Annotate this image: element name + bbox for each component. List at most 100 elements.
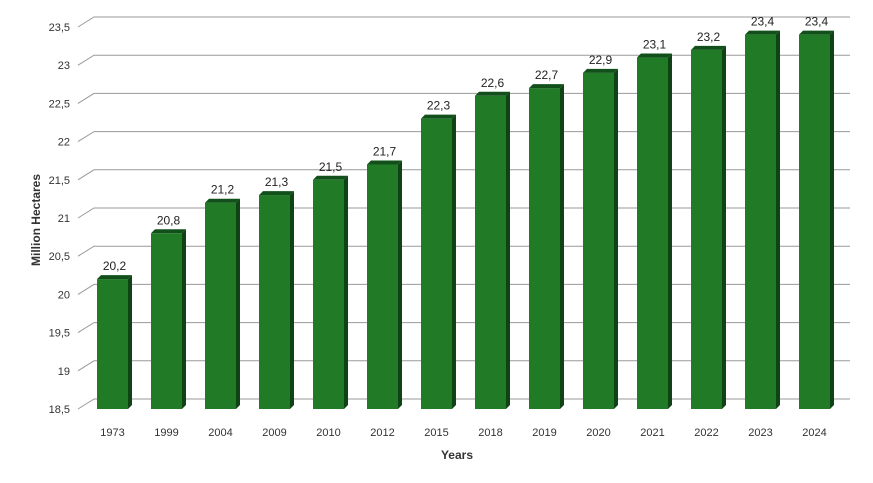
gridline — [77, 169, 850, 181]
data-labels: 20,2 20,8 21,2 21,3 21,5 21,7 22,3 22,6 22,7 22,9… — [103, 15, 829, 273]
gridline — [77, 322, 850, 334]
y-tick-label: 18,5 — [49, 404, 70, 416]
bar-front — [637, 57, 668, 410]
bar-top — [691, 45, 726, 50]
bar-top — [259, 191, 294, 196]
bar-top — [799, 30, 834, 35]
x-tick-label: 2023 — [748, 427, 772, 439]
data-label: 23,4 — [751, 15, 775, 29]
x-tick-label: 2020 — [586, 427, 610, 439]
bar-side — [452, 114, 456, 410]
bar-side — [830, 30, 834, 409]
x-tick-label: 1999 — [154, 427, 178, 439]
y-tick-label: 23,5 — [49, 22, 70, 34]
bar — [529, 84, 564, 410]
data-label: 22,9 — [589, 53, 613, 67]
y-tick-label: 19,5 — [49, 328, 70, 340]
bar — [421, 114, 456, 410]
data-label: 22,6 — [481, 76, 505, 90]
bar — [367, 160, 402, 409]
gridline — [77, 398, 850, 410]
bar — [475, 91, 510, 409]
x-tick-label: 2021 — [640, 427, 664, 439]
bar-front — [691, 49, 722, 410]
y-axis-ticks: 18,5 19 19,5 20 20,5 21 21,5 22 22,5 23 23,5 — [49, 22, 70, 416]
bar-side — [560, 84, 564, 410]
data-label: 21,3 — [265, 175, 289, 189]
y-tick-label: 23 — [58, 60, 70, 72]
data-label: 23,2 — [697, 30, 721, 44]
gridline — [77, 16, 850, 28]
bar-front — [259, 195, 290, 409]
y-tick-label: 21 — [58, 213, 70, 225]
bar-side — [290, 191, 294, 409]
data-label: 22,3 — [427, 99, 451, 113]
x-tick-label: 2015 — [424, 427, 448, 439]
bar-side — [236, 198, 240, 409]
bar — [205, 198, 240, 409]
bar — [151, 229, 186, 409]
y-tick-label: 20 — [58, 289, 70, 301]
x-tick-label: 2024 — [802, 427, 826, 439]
bar-top — [637, 53, 672, 58]
x-tick-label: 2022 — [694, 427, 718, 439]
bar-front — [205, 202, 236, 409]
bar-top — [421, 114, 456, 119]
bar-top — [151, 229, 186, 234]
data-label: 23,1 — [643, 38, 667, 52]
data-label: 21,5 — [319, 160, 343, 174]
y-tick-label: 22 — [58, 137, 70, 149]
bar-top — [475, 91, 510, 96]
bar-front — [583, 72, 614, 409]
x-tick-label: 2010 — [316, 427, 340, 439]
data-label: 20,8 — [157, 213, 181, 227]
gridline — [77, 360, 850, 372]
bar — [691, 45, 726, 410]
bar-side — [722, 45, 726, 410]
bar — [259, 191, 294, 409]
bar-side — [182, 229, 186, 409]
bar-front — [799, 34, 830, 409]
y-tick-label: 21,5 — [49, 175, 70, 187]
bar-side — [344, 175, 348, 409]
bar — [313, 175, 348, 409]
bar-top — [583, 68, 618, 73]
bar — [799, 30, 834, 409]
x-tick-label: 2009 — [262, 427, 286, 439]
gridline — [77, 92, 850, 104]
bar-side — [506, 91, 510, 409]
bar-side — [668, 53, 672, 410]
bar-front — [745, 34, 776, 409]
data-label: 21,7 — [373, 145, 397, 159]
data-label: 21,2 — [211, 183, 235, 197]
x-tick-label: 2004 — [208, 427, 232, 439]
bar-front — [151, 233, 182, 409]
gridline — [77, 283, 850, 295]
bar — [583, 68, 618, 409]
x-tick-label: 2012 — [370, 427, 394, 439]
bar-side — [398, 160, 402, 409]
gridlines — [77, 16, 850, 410]
x-tick-label: 2019 — [532, 427, 556, 439]
x-tick-label: 1973 — [100, 427, 124, 439]
y-tick-label: 20,5 — [49, 251, 70, 263]
bar — [637, 53, 672, 410]
y-axis-title: Million Hectares — [29, 174, 43, 266]
bar-front — [97, 279, 128, 409]
y-tick-label: 19 — [58, 366, 70, 378]
bar-front — [313, 179, 344, 409]
bar-top — [367, 160, 402, 165]
data-label: 23,4 — [805, 15, 829, 29]
bar-side — [776, 30, 780, 409]
bar-top — [313, 175, 348, 180]
bar — [745, 30, 780, 409]
bar-front — [529, 88, 560, 410]
gridline — [77, 245, 850, 257]
bars — [97, 30, 834, 410]
bar-front — [367, 164, 398, 409]
data-label: 20,2 — [103, 259, 127, 273]
x-tick-label: 2018 — [478, 427, 502, 439]
bar-top — [745, 30, 780, 35]
x-axis-ticks: 1973 1999 2004 2009 2010 2012 2015 2018 2019 2020… — [100, 427, 826, 439]
